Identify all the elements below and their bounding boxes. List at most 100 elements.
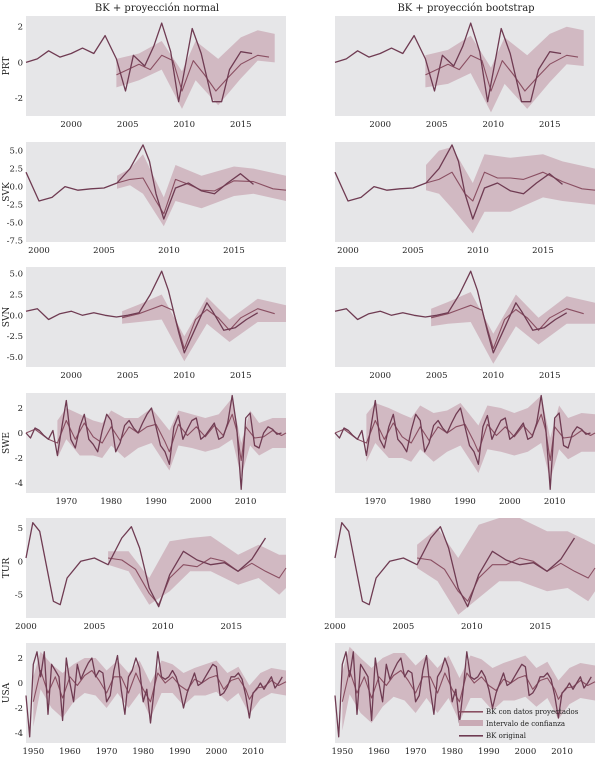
panel-svn-bootstrap: 2000 2005 2010 2015: [334, 267, 595, 381]
y-tick-label: -2: [15, 454, 23, 464]
panel-prt-normal: 2000 2005 2010 2015 -2 0 2 PRT: [2, 16, 286, 130]
x-tick-label: 1990: [145, 497, 167, 507]
original-series-line: [25, 144, 254, 220]
y-tick-label: -4: [15, 479, 23, 489]
original-series-line: [334, 394, 591, 490]
x-tick-label: 2010: [152, 622, 174, 632]
x-tick-label: 1970: [405, 747, 427, 757]
x-tick-label: 1950: [23, 747, 45, 757]
projected-series-line: [108, 557, 287, 606]
panel-tur-normal: 2000 2005 2010 2015 -5 0 5 TUR: [2, 518, 287, 632]
x-tick-label: 2000: [15, 622, 37, 632]
original-series-line: [25, 270, 259, 354]
panel-swe-bootstrap: 1970 1980 1990 2000 2010: [334, 393, 596, 507]
projected-series-line: [425, 171, 596, 202]
x-tick-label: 2000: [28, 246, 50, 256]
original-series-line: [25, 651, 283, 738]
projected-series-line: [116, 177, 287, 215]
x-tick-label: 2010: [482, 120, 504, 130]
y-axis-label: SVK: [2, 182, 12, 202]
y-tick-label: 0.0: [9, 183, 23, 193]
x-tick-label: 2005: [84, 622, 106, 632]
legend-label-projected: BK con datos proyectados: [486, 708, 579, 716]
panel-svn-normal: 2000 2005 2010 2015 -5.0 -2.5 0.0 2.5 5.0 SVN: [2, 267, 286, 381]
y-axis-label: SWE: [2, 432, 12, 454]
x-tick-label: 1950: [332, 747, 354, 757]
y-axis-label: SVN: [2, 307, 12, 328]
x-tick-label: 2010: [461, 622, 483, 632]
confidence-band: [342, 646, 595, 731]
y-tick-label: -2.5: [7, 332, 23, 342]
panel-usa-normal: 1950 1960 1970 1980 1990 2000 2010 -4 -2 0 2 USA: [2, 643, 287, 757]
x-tick-label: 2015: [539, 120, 561, 130]
y-tick-label: 5.0: [9, 270, 23, 280]
y-tick-label: 2: [18, 23, 23, 33]
x-tick-label: 2000: [324, 622, 346, 632]
x-tick-label: 2005: [393, 622, 415, 632]
legend: BK con datos proyectados Intervalo de co…: [459, 708, 579, 740]
y-axis-label: PRT: [2, 57, 12, 76]
panel-tur-bootstrap: 2000 2005 2010 2015: [324, 518, 596, 632]
y-tick-label: 0: [18, 557, 23, 567]
projected-series-line: [425, 54, 579, 92]
projected-series-line: [116, 54, 270, 92]
confidence-band: [122, 294, 286, 362]
confidence-band: [108, 536, 286, 605]
x-tick-label: 2000: [60, 371, 82, 381]
x-tick-label: 2005: [93, 246, 115, 256]
original-series-line: [334, 522, 576, 608]
x-tick-label: 2015: [532, 246, 554, 256]
original-series-line: [25, 522, 267, 608]
confidence-band: [425, 26, 584, 113]
legend-label-original: BK original: [486, 732, 527, 740]
x-tick-label: 2015: [529, 622, 551, 632]
x-tick-label: 1990: [478, 747, 500, 757]
y-tick-label: -5.0: [7, 353, 23, 363]
y-tick-label: 2: [18, 404, 23, 414]
x-tick-label: 2015: [230, 371, 252, 381]
x-tick-label: 2010: [551, 747, 573, 757]
x-tick-label: 1960: [368, 747, 390, 757]
panel-prt-bootstrap: 2000 2005 2010 2015: [334, 16, 595, 130]
x-tick-label: 2000: [60, 120, 82, 130]
x-tick-label: 1990: [169, 747, 191, 757]
y-tick-label: -4: [15, 729, 23, 739]
x-tick-label: 2015: [220, 622, 242, 632]
x-tick-label: 2010: [242, 747, 264, 757]
x-tick-label: 1980: [441, 747, 463, 757]
y-axis-label: TUR: [2, 558, 12, 579]
x-tick-label: 2010: [467, 246, 489, 256]
x-tick-label: 2010: [544, 497, 566, 507]
x-tick-label: 2000: [206, 747, 228, 757]
y-tick-label: 5.0: [9, 147, 23, 157]
x-tick-label: 1980: [132, 747, 154, 757]
x-tick-label: 2015: [223, 246, 245, 256]
x-tick-label: 2010: [173, 371, 195, 381]
x-tick-label: 2005: [426, 371, 448, 381]
confidence-band: [417, 518, 595, 615]
column-title-normal: BK + proyección normal: [95, 3, 219, 14]
projected-series-line: [341, 669, 596, 703]
y-axis-label: USA: [2, 682, 12, 703]
legend-swatch-band: [459, 720, 483, 726]
confidence-band: [33, 651, 286, 727]
y-tick-label: -2: [15, 704, 23, 714]
original-series-line: [334, 144, 563, 220]
x-tick-label: 2010: [482, 371, 504, 381]
x-tick-label: 1970: [365, 497, 387, 507]
legend-label-band: Intervalo de confianza: [486, 720, 565, 728]
y-tick-label: -5.0: [7, 219, 23, 229]
original-series-line: [334, 270, 568, 354]
projected-series-line: [417, 557, 596, 602]
x-tick-label: 2015: [230, 120, 252, 130]
projected-series-line: [430, 304, 584, 350]
column-title-bootstrap: BK + proyección bootstrap: [397, 3, 534, 14]
panel-usa-bootstrap: 1950 1960 1970 1980 1990 2000 2010: [332, 643, 596, 757]
x-tick-label: 2005: [117, 120, 139, 130]
original-series-line: [334, 22, 562, 103]
y-tick-label: 0.0: [9, 311, 23, 321]
original-series-line: [25, 22, 253, 103]
x-tick-label: 2010: [173, 120, 195, 130]
panel-svk-bootstrap: 2000 2005 2010 2015: [334, 142, 596, 256]
